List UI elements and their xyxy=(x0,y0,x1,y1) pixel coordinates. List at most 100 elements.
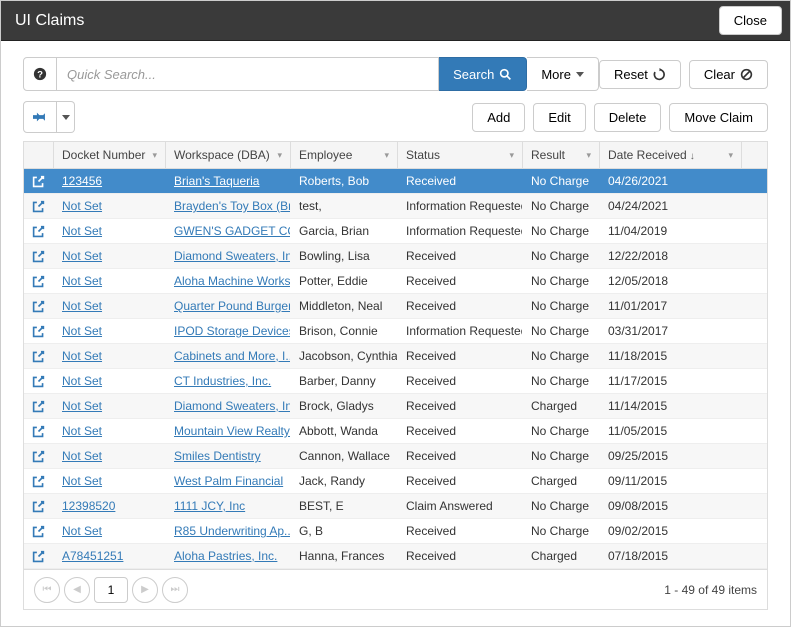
workspace-link[interactable]: Aloha Pastries, Inc. xyxy=(174,549,277,563)
page-next-button[interactable]: ▶ xyxy=(132,577,158,603)
table-row[interactable]: Not SetMountain View Realty...Abbott, Wa… xyxy=(24,419,767,444)
open-cell[interactable] xyxy=(24,444,54,468)
workspace-cell[interactable]: Diamond Sweaters, In... xyxy=(166,244,291,268)
docket-link[interactable]: Not Set xyxy=(62,399,102,413)
column-workspace[interactable]: Workspace (DBA)▾ xyxy=(166,142,291,168)
docket-link[interactable]: A78451251 xyxy=(62,549,123,563)
docket-link[interactable]: Not Set xyxy=(62,199,102,213)
docket-link[interactable]: 123456 xyxy=(62,174,102,188)
workspace-link[interactable]: Quarter Pound Burgers xyxy=(174,299,291,313)
open-cell[interactable] xyxy=(24,319,54,343)
docket-cell[interactable]: Not Set xyxy=(54,369,166,393)
workspace-cell[interactable]: CT Industries, Inc. xyxy=(166,369,291,393)
workspace-cell[interactable]: West Palm Financial xyxy=(166,469,291,493)
workspace-link[interactable]: Aloha Machine Works xyxy=(174,274,291,288)
docket-link[interactable]: Not Set xyxy=(62,349,102,363)
docket-link[interactable]: Not Set xyxy=(62,324,102,338)
docket-link[interactable]: Not Set xyxy=(62,249,102,263)
open-cell[interactable] xyxy=(24,544,54,568)
workspace-cell[interactable]: Mountain View Realty... xyxy=(166,419,291,443)
table-row[interactable]: Not SetCabinets and More, I...Jacobson, … xyxy=(24,344,767,369)
workspace-link[interactable]: Brian's Taqueria xyxy=(174,174,259,188)
docket-cell[interactable]: Not Set xyxy=(54,469,166,493)
column-status[interactable]: Status▾ xyxy=(398,142,523,168)
workspace-cell[interactable]: Aloha Machine Works xyxy=(166,269,291,293)
help-button[interactable]: ? xyxy=(23,57,57,91)
table-row[interactable]: Not SetBrayden's Toy Box (Br...test,Info… xyxy=(24,194,767,219)
docket-link[interactable]: Not Set xyxy=(62,224,102,238)
pin-button[interactable] xyxy=(23,101,57,133)
workspace-link[interactable]: Cabinets and More, I... xyxy=(174,349,291,363)
workspace-link[interactable]: Diamond Sweaters, In... xyxy=(174,249,291,263)
docket-cell[interactable]: Not Set xyxy=(54,419,166,443)
workspace-link[interactable]: West Palm Financial xyxy=(174,474,283,488)
docket-cell[interactable]: Not Set xyxy=(54,394,166,418)
docket-link[interactable]: Not Set xyxy=(62,474,102,488)
workspace-link[interactable]: CT Industries, Inc. xyxy=(174,374,271,388)
open-cell[interactable] xyxy=(24,244,54,268)
open-cell[interactable] xyxy=(24,269,54,293)
docket-cell[interactable]: Not Set xyxy=(54,344,166,368)
workspace-cell[interactable]: GWEN'S GADGET CO... xyxy=(166,219,291,243)
close-button[interactable]: Close xyxy=(719,6,782,35)
page-first-button[interactable]: ⏮ xyxy=(34,577,60,603)
page-number-input[interactable] xyxy=(94,577,128,603)
workspace-cell[interactable]: Quarter Pound Burgers xyxy=(166,294,291,318)
table-row[interactable]: Not SetCT Industries, Inc.Barber, DannyR… xyxy=(24,369,767,394)
page-prev-button[interactable]: ◀ xyxy=(64,577,90,603)
workspace-cell[interactable]: Cabinets and More, I... xyxy=(166,344,291,368)
grid-body[interactable]: 123456Brian's TaqueriaRoberts, BobReceiv… xyxy=(24,169,767,569)
table-row[interactable]: Not SetQuarter Pound BurgersMiddleton, N… xyxy=(24,294,767,319)
workspace-link[interactable]: R85 Underwriting Ap... xyxy=(174,524,291,538)
column-employee[interactable]: Employee▾ xyxy=(291,142,398,168)
open-cell[interactable] xyxy=(24,294,54,318)
workspace-link[interactable]: Brayden's Toy Box (Br... xyxy=(174,199,291,213)
delete-button[interactable]: Delete xyxy=(594,103,662,132)
column-docket[interactable]: Docket Number▾ xyxy=(54,142,166,168)
docket-cell[interactable]: 123456 xyxy=(54,169,166,193)
table-row[interactable]: Not SetGWEN'S GADGET CO...Garcia, BrianI… xyxy=(24,219,767,244)
open-cell[interactable] xyxy=(24,519,54,543)
search-button[interactable]: Search xyxy=(439,57,527,91)
open-cell[interactable] xyxy=(24,169,54,193)
open-cell[interactable] xyxy=(24,194,54,218)
docket-link[interactable]: Not Set xyxy=(62,424,102,438)
docket-link[interactable]: Not Set xyxy=(62,524,102,538)
docket-cell[interactable]: Not Set xyxy=(54,244,166,268)
workspace-link[interactable]: Smiles Dentistry xyxy=(174,449,261,463)
workspace-link[interactable]: Mountain View Realty... xyxy=(174,424,291,438)
page-last-button[interactable]: ⏭ xyxy=(162,577,188,603)
add-button[interactable]: Add xyxy=(472,103,525,132)
column-date[interactable]: Date Received↓▾ xyxy=(600,142,742,168)
open-cell[interactable] xyxy=(24,369,54,393)
workspace-link[interactable]: 1111 JCY, Inc xyxy=(174,499,245,513)
docket-cell[interactable]: Not Set xyxy=(54,219,166,243)
table-row[interactable]: 123456Brian's TaqueriaRoberts, BobReceiv… xyxy=(24,169,767,194)
docket-cell[interactable]: Not Set xyxy=(54,194,166,218)
docket-cell[interactable]: Not Set xyxy=(54,319,166,343)
table-row[interactable]: A78451251Aloha Pastries, Inc.Hanna, Fran… xyxy=(24,544,767,569)
reset-button[interactable]: Reset xyxy=(599,60,681,89)
column-result[interactable]: Result▾ xyxy=(523,142,600,168)
workspace-cell[interactable]: IPOD Storage Devices... xyxy=(166,319,291,343)
docket-cell[interactable]: Not Set xyxy=(54,269,166,293)
docket-link[interactable]: Not Set xyxy=(62,449,102,463)
workspace-cell[interactable]: 1111 JCY, Inc xyxy=(166,494,291,518)
clear-button[interactable]: Clear xyxy=(689,60,768,89)
move-claim-button[interactable]: Move Claim xyxy=(669,103,768,132)
pin-dropdown-button[interactable] xyxy=(57,101,75,133)
workspace-cell[interactable]: R85 Underwriting Ap... xyxy=(166,519,291,543)
docket-link[interactable]: Not Set xyxy=(62,274,102,288)
table-row[interactable]: Not SetSmiles DentistryCannon, WallaceRe… xyxy=(24,444,767,469)
docket-cell[interactable]: Not Set xyxy=(54,444,166,468)
open-cell[interactable] xyxy=(24,219,54,243)
workspace-cell[interactable]: Smiles Dentistry xyxy=(166,444,291,468)
docket-link[interactable]: Not Set xyxy=(62,299,102,313)
search-input[interactable] xyxy=(57,57,439,91)
table-row[interactable]: Not SetR85 Underwriting Ap...G, BReceive… xyxy=(24,519,767,544)
edit-button[interactable]: Edit xyxy=(533,103,585,132)
table-row[interactable]: Not SetAloha Machine WorksPotter, EddieR… xyxy=(24,269,767,294)
docket-link[interactable]: Not Set xyxy=(62,374,102,388)
docket-link[interactable]: 12398520 xyxy=(62,499,115,513)
open-cell[interactable] xyxy=(24,469,54,493)
